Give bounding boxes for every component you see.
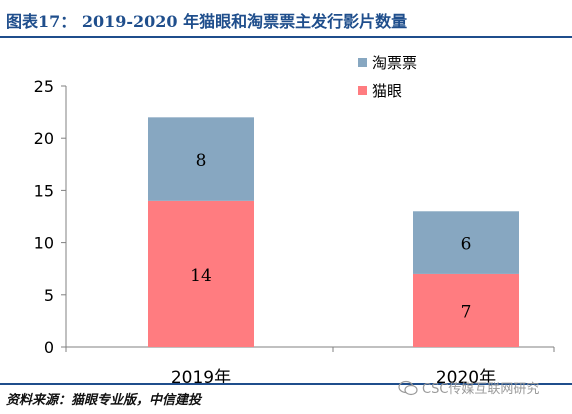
bar-segment [148, 200, 254, 347]
legend-swatch [358, 58, 367, 67]
bar-data-label: 7 [461, 302, 472, 322]
y-tick-label: 5 [44, 286, 54, 305]
bar-segment [413, 211, 519, 274]
y-tick-label: 25 [34, 77, 54, 96]
legend-swatch [358, 86, 367, 95]
bar-segment [148, 117, 254, 201]
source-note: 资料来源：猫眼专业版，中信建投 [6, 393, 202, 408]
legend-label: 猫眼 [372, 82, 402, 100]
legend-label: 淘票票 [372, 54, 417, 72]
x-category-label: 2020年 [436, 368, 496, 383]
bar-data-label: 6 [461, 235, 472, 255]
chart-title: 图表17： 2019-2020 年猫眼和淘票票主发行影片数量 [6, 12, 408, 31]
footer-divider [0, 383, 572, 385]
wechat-icon [398, 380, 418, 395]
bar-data-label: 14 [190, 266, 212, 286]
y-tick-label: 15 [34, 181, 54, 200]
watermark: CSC传媒互联网研究 [398, 378, 539, 397]
y-tick-label: 0 [44, 338, 54, 357]
watermark-text: CSC传媒互联网研究 [422, 382, 540, 397]
bar-segment [413, 273, 519, 347]
bar-data-label: 8 [196, 151, 207, 171]
x-category-label: 2019年 [171, 368, 231, 383]
y-tick-label: 20 [34, 129, 54, 148]
title-bar: 图表17： 2019-2020 年猫眼和淘票票主发行影片数量 [0, 0, 572, 38]
y-tick-label: 10 [34, 234, 54, 253]
